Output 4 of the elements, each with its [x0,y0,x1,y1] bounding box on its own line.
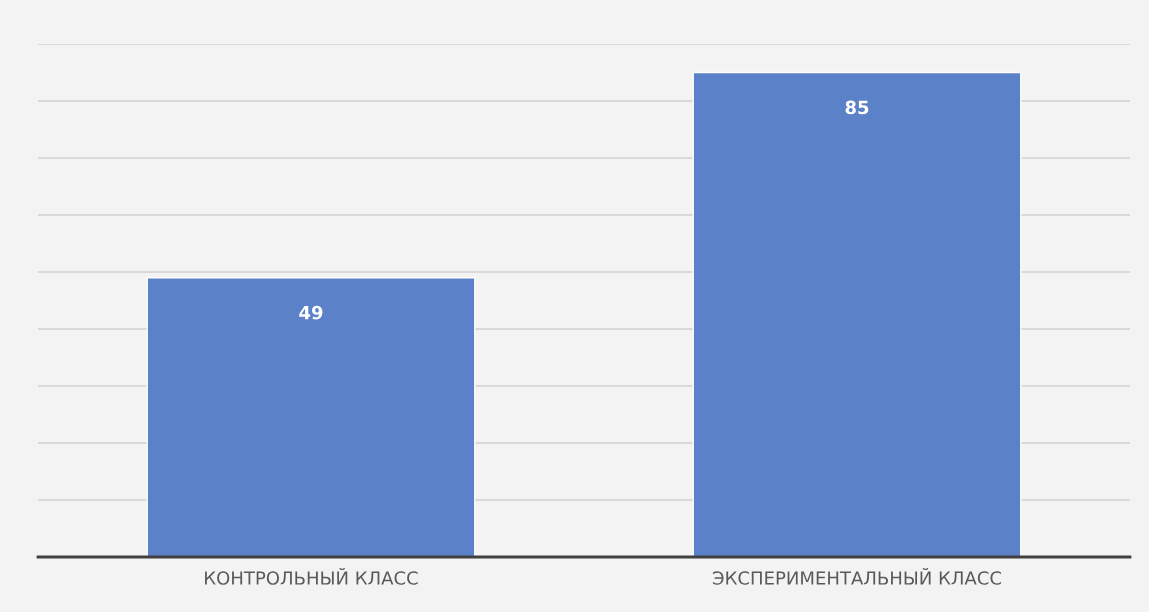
data-label: 85 [845,100,869,115]
data-label: 49 [299,305,323,320]
x-tick-label: КОНТРОЛЬНЫЙ КЛАСС [205,567,418,585]
x-tick-label: ЭКСПЕРИМЕНТАЛЬНЫЙ КЛАСС [712,567,1002,585]
